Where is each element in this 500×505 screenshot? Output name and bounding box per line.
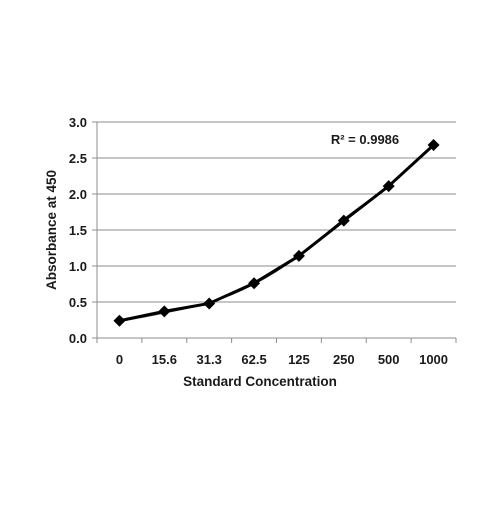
series: [119, 143, 435, 323]
data-point-marker: [203, 297, 216, 310]
y-axis-title: Absorbance at 450: [44, 170, 59, 290]
x-tick-label: 500: [378, 352, 400, 367]
x-tick-label: 0: [116, 352, 123, 367]
y-tick-label: 2.0: [69, 187, 87, 202]
x-tick-label: 62.5: [241, 352, 266, 367]
x-tick-label: 31.3: [197, 352, 222, 367]
data-point-marker: [158, 305, 171, 318]
y-tick-label: 3.0: [69, 115, 87, 130]
data-point-marker: [382, 180, 395, 193]
x-tick-label: 1000: [419, 352, 448, 367]
data-point-marker: [113, 314, 126, 327]
gridlines: [97, 121, 456, 303]
x-tick-labels: 0 15.6 31.3 62.5 125 250 500 1000: [116, 352, 448, 367]
r-squared-annotation: R² = 0.9986: [331, 132, 399, 147]
x-tick-label: 125: [288, 352, 310, 367]
trendline-curve: [119, 144, 435, 323]
y-tick-label: 0.0: [69, 331, 87, 346]
x-tick-label: 250: [333, 352, 355, 367]
axes: [92, 121, 457, 343]
y-tick-label: 2.5: [69, 151, 87, 166]
trendline: [119, 144, 435, 323]
y-tick-labels: 0.0 0.5 1.0 1.5 2.0 2.5 3.0: [69, 115, 87, 346]
y-tick-label: 1.0: [69, 259, 87, 274]
y-tick-label: 1.5: [69, 223, 87, 238]
series-line: [119, 143, 435, 323]
x-axis-title: Standard Concentration: [183, 374, 337, 389]
x-tick-label: 15.6: [152, 352, 177, 367]
data-point-marker: [427, 139, 440, 152]
data-point-marker: [337, 214, 350, 227]
data-markers: [113, 139, 440, 327]
data-point-marker: [248, 277, 261, 290]
y-tick-label: 0.5: [69, 295, 87, 310]
data-point-marker: [292, 249, 305, 262]
